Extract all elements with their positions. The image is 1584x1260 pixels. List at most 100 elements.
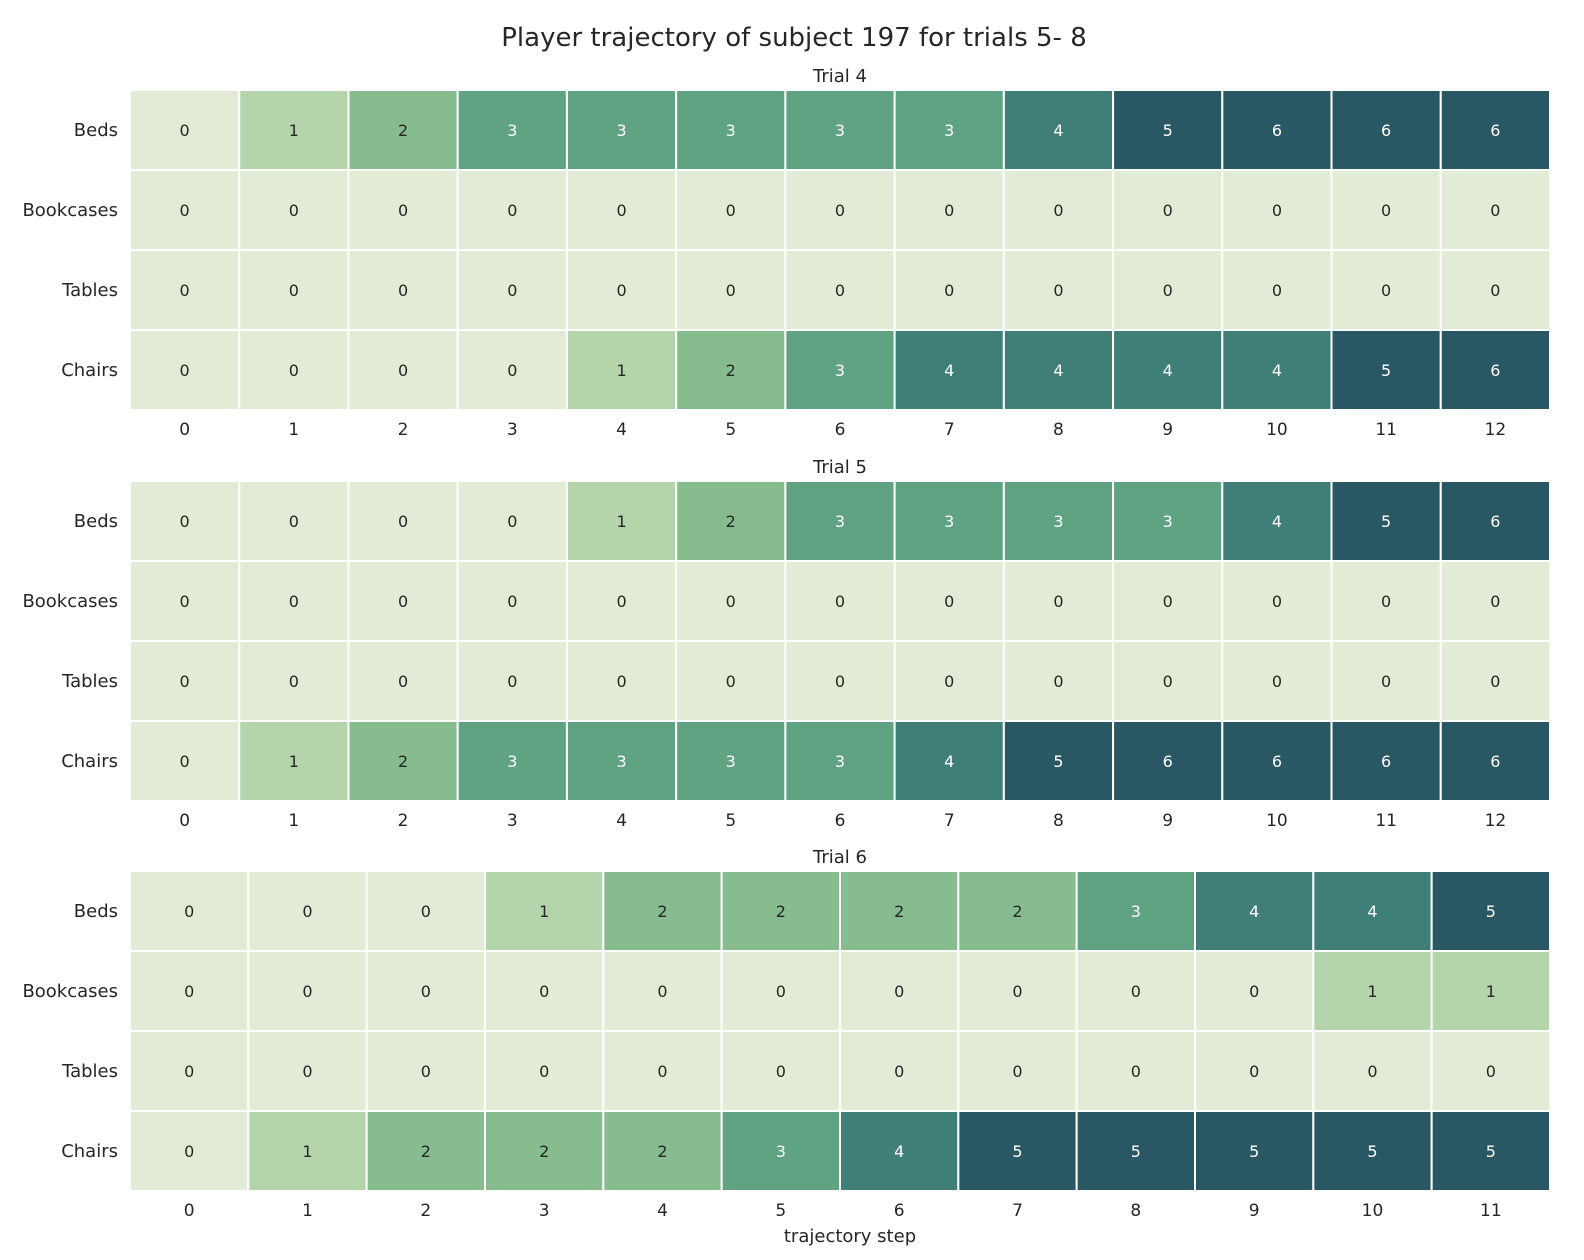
heatmap-cell <box>1112 169 1224 251</box>
panel-title: Trial 6 <box>812 847 867 868</box>
cell-value-label: 3 <box>835 752 845 771</box>
cell-value-label: 0 <box>180 281 190 300</box>
cell-value-label: 3 <box>1131 902 1141 921</box>
cell-value-label: 6 <box>1490 512 1500 531</box>
heatmap-cell <box>1330 480 1442 562</box>
figure-title: Player trajectory of subject 197 for tri… <box>501 23 1086 53</box>
heatmap-cell <box>839 1110 960 1192</box>
heatmap-cell <box>347 640 459 722</box>
heatmap-cell <box>1439 329 1552 411</box>
cell-value-label: 0 <box>180 512 190 531</box>
cell-value-label: 0 <box>1163 672 1173 691</box>
heatmap-cell <box>1221 560 1333 642</box>
heatmap-cell <box>484 950 605 1032</box>
row-label: Tables <box>61 671 118 692</box>
cell-value-label: 5 <box>1381 361 1391 380</box>
cell-value-label: 0 <box>184 902 194 921</box>
x-tick-label: 0 <box>184 1201 195 1221</box>
heatmap-cell <box>720 870 842 952</box>
heatmap-cell <box>347 249 459 331</box>
cell-value-label: 6 <box>1490 752 1500 771</box>
cell-value-label: 3 <box>1053 512 1063 531</box>
heatmap-cell <box>957 1110 1078 1192</box>
cell-value-label: 5 <box>1367 1142 1377 1161</box>
cell-value-label: 5 <box>1249 1142 1259 1161</box>
cell-value-label: 0 <box>1272 281 1282 300</box>
heatmap-cell <box>893 560 1005 642</box>
cell-value-label: 0 <box>835 201 845 220</box>
cell-value-label: 0 <box>1272 592 1282 611</box>
heatmap-cell <box>1112 560 1224 642</box>
heatmap-cell <box>456 329 568 411</box>
heatmap-cell <box>347 720 459 802</box>
cell-value-label: 1 <box>1486 982 1496 1001</box>
heatmap-cell <box>675 720 787 802</box>
cell-value-label: 0 <box>180 592 190 611</box>
heatmap-cell <box>784 480 896 562</box>
heatmap-cell <box>1221 249 1333 331</box>
heatmap-cell <box>1112 329 1224 411</box>
cell-value-label: 0 <box>657 982 667 1001</box>
x-tick-label: 4 <box>616 420 627 440</box>
cell-value-label: 5 <box>1486 902 1496 921</box>
cell-value-label: 0 <box>302 982 312 1001</box>
cell-value-label: 6 <box>1163 752 1173 771</box>
heatmap-cell <box>129 870 250 952</box>
cell-value-label: 0 <box>1486 1062 1496 1081</box>
cell-value-label: 0 <box>616 281 626 300</box>
heatmap-cell <box>238 480 350 562</box>
cell-value-label: 0 <box>1053 592 1063 611</box>
cell-value-label: 1 <box>616 361 626 380</box>
cell-value-label: 1 <box>1367 982 1377 1001</box>
heatmap-cell <box>1002 480 1115 562</box>
heatmap-cell <box>484 870 605 952</box>
x-tick-label: 1 <box>288 811 299 831</box>
cell-value-label: 0 <box>776 982 786 1001</box>
heatmap-cell <box>565 720 678 802</box>
cell-value-label: 2 <box>398 121 408 140</box>
x-tick-label: 10 <box>1266 811 1288 831</box>
cell-value-label: 0 <box>1053 281 1063 300</box>
cell-value-label: 0 <box>421 1062 431 1081</box>
heatmap-cell <box>784 329 896 411</box>
x-tick-label: 7 <box>944 811 955 831</box>
heatmap-cell <box>1312 1030 1433 1112</box>
cell-value-label: 0 <box>398 281 408 300</box>
cell-value-label: 0 <box>507 672 517 691</box>
heatmap-panel: Trial 6 Beds 0 0 0 1 2 2 2 2 3 4 4 5 Bookcases 0 0 0 0 0 0 0 0… <box>22 847 1551 1221</box>
cell-value-label: 3 <box>616 121 626 140</box>
cell-value-label: 0 <box>1490 672 1500 691</box>
heatmap-cell <box>347 329 459 411</box>
heatmap-cell <box>957 950 1078 1032</box>
heatmap-cell <box>893 169 1005 251</box>
heatmap-cell <box>1439 640 1552 722</box>
row-label: Bookcases <box>22 981 118 1002</box>
cell-value-label: 0 <box>184 1142 194 1161</box>
panel-title: Trial 5 <box>812 457 867 478</box>
cell-value-label: 0 <box>180 752 190 771</box>
row-label: Beds <box>74 901 118 922</box>
heatmap-cell <box>456 480 568 562</box>
cell-value-label: 2 <box>1012 902 1022 921</box>
heatmap-cell <box>1439 560 1552 642</box>
cell-value-label: 2 <box>539 1142 549 1161</box>
heatmap-cell <box>1002 640 1115 722</box>
cell-value-label: 0 <box>1381 592 1391 611</box>
x-tick-label: 4 <box>616 811 627 831</box>
heatmap-cell <box>1430 1110 1551 1192</box>
heatmap-cell <box>784 640 896 722</box>
cell-value-label: 4 <box>1272 361 1282 380</box>
cell-value-label: 0 <box>835 672 845 691</box>
heatmap-cell <box>1221 640 1333 722</box>
heatmap-cell <box>602 950 723 1032</box>
row-label: Bookcases <box>22 200 118 221</box>
cell-value-label: 0 <box>944 672 954 691</box>
heatmap-cell <box>347 169 459 251</box>
cell-value-label: 3 <box>944 512 954 531</box>
x-tick-label: 4 <box>657 1201 668 1221</box>
x-tick-label: 1 <box>302 1201 313 1221</box>
heatmap-cell <box>456 560 568 642</box>
heatmap-cell <box>365 1030 486 1112</box>
cell-value-label: 0 <box>726 201 736 220</box>
